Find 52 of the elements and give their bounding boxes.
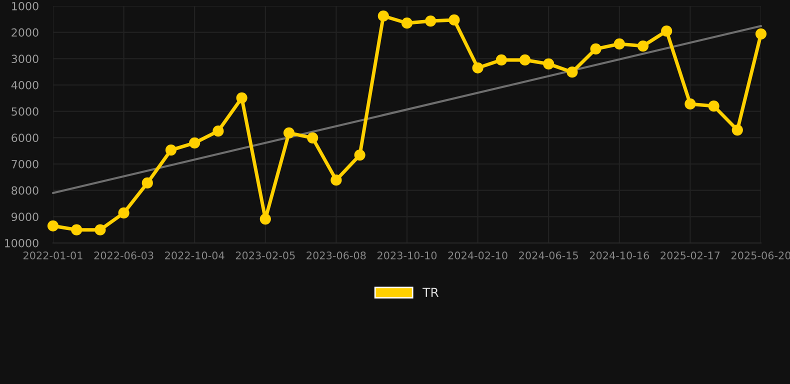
point xyxy=(378,10,389,22)
point xyxy=(71,224,82,236)
x-tick-label: 2022-06-03 xyxy=(94,252,154,260)
point xyxy=(448,14,460,26)
point xyxy=(212,126,224,137)
point xyxy=(566,66,578,78)
point xyxy=(118,207,130,219)
y-tick-label: 5000 xyxy=(12,107,38,116)
x-tick-label: 2022-01-01 xyxy=(23,252,82,260)
point xyxy=(47,220,59,232)
point xyxy=(543,58,554,70)
point xyxy=(307,132,318,144)
point xyxy=(732,124,743,136)
y-tick-label: 10000 xyxy=(4,238,38,248)
point xyxy=(755,28,767,40)
point xyxy=(330,174,342,186)
point xyxy=(165,144,177,156)
x-tick-label: 2024-06-15 xyxy=(519,252,578,260)
x-tick-label: 2025-02-17 xyxy=(660,252,720,260)
point xyxy=(637,40,649,52)
point xyxy=(661,25,672,37)
y-tick-label: 8000 xyxy=(12,186,38,195)
y-tick-label: 1000 xyxy=(12,2,38,10)
point xyxy=(189,137,200,148)
x-tick-label: 2024-02-10 xyxy=(448,252,508,260)
point xyxy=(94,224,106,236)
y-tick-label: 9000 xyxy=(12,212,38,222)
point xyxy=(519,54,531,66)
point xyxy=(401,18,413,29)
point xyxy=(614,38,625,50)
y-tick-label: 3000 xyxy=(12,54,38,64)
point xyxy=(472,62,484,74)
point xyxy=(425,15,436,27)
point xyxy=(354,149,366,161)
point xyxy=(260,213,271,225)
x-tick-label: 2023-02-05 xyxy=(236,252,295,260)
point xyxy=(283,127,295,138)
point xyxy=(496,54,507,66)
legend-label: TR xyxy=(422,288,439,297)
y-tick-label: 4000 xyxy=(11,80,38,90)
x-tick-label: 2022-10-04 xyxy=(165,252,224,260)
point xyxy=(236,92,248,104)
point xyxy=(590,43,602,54)
x-tick-label: 2024-10-16 xyxy=(590,252,650,260)
point xyxy=(142,177,153,189)
point xyxy=(684,98,696,110)
x-tick-label: 2023-06-08 xyxy=(306,252,366,260)
y-tick-label: 7000 xyxy=(12,160,38,168)
y-tick-label: 2000 xyxy=(12,28,38,37)
point xyxy=(708,100,720,112)
y-tick-label: 6000 xyxy=(12,134,38,142)
x-tick-label: 2023-10-10 xyxy=(377,252,437,260)
